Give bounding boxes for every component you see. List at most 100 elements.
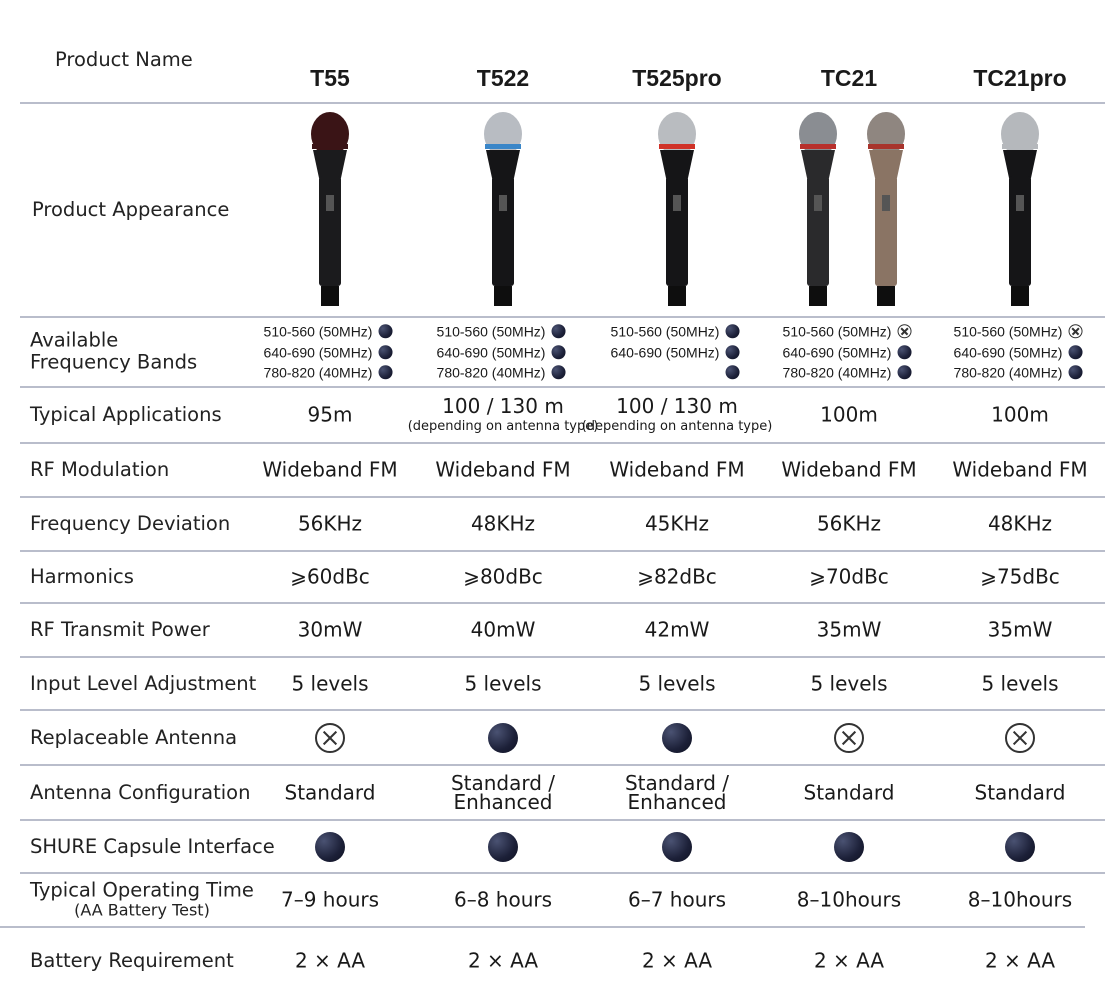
- frequency-band-list: 510-560 (50MHz) 640-690 (50MHz) 780-820 (4…: [264, 321, 393, 383]
- row-divider: [20, 764, 1105, 766]
- row-label: Product Appearance: [32, 197, 230, 221]
- value-cell-t55: Standard: [285, 782, 376, 803]
- row-label: Battery Requirement: [30, 949, 234, 972]
- value-text: ⩾80dBc: [463, 564, 543, 589]
- row-label-text: Typical Operating Time: [30, 878, 254, 902]
- supported-dot-icon: [488, 722, 518, 753]
- frequency-band-list: 510-560 (50MHz) 640-690 (50MHz): [611, 321, 740, 383]
- supported-dot-icon: [725, 324, 740, 339]
- value-cell-t55: 30mW: [298, 619, 363, 641]
- value-cell-t525pro: 2 × AA: [641, 948, 713, 973]
- product-name-t55: T55: [310, 64, 350, 91]
- not-supported-cross-icon: [1068, 324, 1083, 339]
- row-label: Antenna Configuration: [30, 781, 250, 803]
- value-cell-tc21: 56KHz: [816, 511, 882, 536]
- value-text: 2 × AA: [984, 948, 1056, 973]
- value-cell-t522: Wideband FM: [435, 459, 570, 481]
- value-text: 35mW: [987, 617, 1053, 642]
- row-antenna-configuration: Antenna Configuration Standard Standard / E…: [0, 765, 1117, 820]
- value-text: 2 × AA: [467, 948, 539, 973]
- value-cell-tc21pro: 5 levels: [981, 673, 1058, 694]
- frequency-band: 640-690 (50MHz): [954, 342, 1083, 363]
- value-text: 6–7 hours: [627, 887, 727, 912]
- value-cell-t525pro: 100 / 130 m (depending on antenna type): [582, 396, 773, 434]
- row-divider: [20, 102, 1105, 104]
- row-divider: [20, 386, 1105, 388]
- row-divider: [20, 442, 1105, 444]
- band-text: 510-560 (50MHz): [782, 323, 892, 340]
- value-cell-tc21pro: ⩾75dBc: [980, 566, 1060, 588]
- value-text: 95m: [307, 402, 353, 427]
- supported-dot-icon: [378, 345, 393, 359]
- value-cell-tc21pro: 35mW: [987, 617, 1053, 642]
- value-text: Standard: [803, 780, 895, 804]
- value-text: 56KHz: [816, 511, 882, 536]
- band-text: 640-690 (50MHz): [782, 343, 892, 360]
- frequency-band-list: 510-560 (50MHz) 640-690 (50MHz) 780-820 (4…: [437, 321, 566, 383]
- value-cell-tc21pro: 2 × AA: [984, 948, 1056, 973]
- row-label-text: Harmonics: [30, 564, 134, 588]
- value-text: 48KHz: [470, 511, 536, 536]
- row-replaceable-antenna: Replaceable Antenna: [0, 710, 1117, 765]
- frequency-band: 780-820 (40MHz): [437, 362, 566, 383]
- frequency-band-list: 510-560 (50MHz) 640-690 (50MHz) 780-820 (4…: [783, 321, 912, 383]
- microphone-image-tc21: [799, 112, 837, 306]
- value-text: 5 levels: [464, 671, 542, 695]
- frequency-band: 780-820 (40MHz): [783, 362, 912, 383]
- product-name-tc21pro: TC21pro: [973, 64, 1067, 91]
- band-text: 640-690 (50MHz): [953, 343, 1063, 360]
- not-supported-cross-icon: [315, 722, 345, 753]
- value-cell-tc21: 35mW: [817, 619, 882, 641]
- value-cell-tc21: ⩾70dBc: [809, 566, 889, 588]
- value-text: 5 levels: [638, 671, 716, 695]
- value-cell-t55: ⩾60dBc: [290, 566, 370, 588]
- supported-dot-icon: [725, 365, 740, 380]
- value-text: 2 × AA: [294, 948, 366, 973]
- value-text: 2 × AA: [641, 948, 713, 973]
- value-cell-tc21: 100m: [820, 404, 878, 426]
- row-label: Harmonics: [30, 564, 134, 588]
- frequency-band: 640-690 (50MHz): [611, 342, 740, 363]
- value-text: 5 levels: [981, 671, 1059, 695]
- row-label: Typical Operating Time (AA Battery Test): [30, 878, 254, 921]
- frequency-band: 510-560 (50MHz): [437, 321, 566, 342]
- value-text: Wideband FM: [952, 457, 1088, 482]
- row-rf-transmit-power: RF Transmit Power 30mW 40mW 42mW 35mW 35mW: [0, 603, 1117, 657]
- microphone-image-t55: [311, 112, 349, 306]
- product-name-t525pro: T525pro: [632, 64, 722, 91]
- band-text: 640-690 (50MHz): [263, 343, 373, 360]
- supported-dot-icon: [725, 345, 740, 359]
- row-divider: [20, 550, 1105, 552]
- value-text: 5 levels: [291, 671, 369, 695]
- value-text: 7–9 hours: [280, 887, 380, 912]
- frequency-band: 780-820 (40MHz): [264, 362, 393, 383]
- frequency-band: 780-820 (40MHz): [954, 362, 1083, 383]
- supported-dot-icon: [551, 365, 566, 380]
- row-divider: [20, 819, 1105, 821]
- value-cell-t55: Wideband FM: [262, 459, 397, 481]
- row-harmonics: Harmonics ⩾60dBc ⩾80dBc ⩾82dBc ⩾70dBc ⩾75dBc: [0, 551, 1117, 603]
- value-cell-t55: [315, 722, 345, 753]
- value-text: Wideband FM: [609, 457, 745, 482]
- row-label: Replaceable Antenna: [30, 726, 237, 748]
- microphone-image-tc21: [867, 112, 905, 306]
- microphone-image-tc21pro: [1001, 112, 1039, 306]
- row-label: RF Modulation: [30, 458, 169, 481]
- row-divider: [20, 602, 1105, 604]
- band-text: 510-560 (50MHz): [610, 323, 720, 340]
- value-text: 8–10hours: [796, 887, 902, 912]
- supported-dot-icon: [551, 324, 566, 339]
- product-name-t522: T522: [476, 64, 530, 91]
- row-label-text: RF Transmit Power: [30, 617, 210, 641]
- frequency-bands-row: Available Frequency Bands 510-560 (50MHz)…: [0, 317, 1117, 387]
- frequency-band: [611, 362, 740, 383]
- value-text: 56KHz: [297, 511, 363, 536]
- value-text: 40mW: [470, 617, 536, 642]
- header-row: Product Name T55 T522 T525pro TC21 TC21pro: [0, 0, 1117, 103]
- supported-dot-icon: [1005, 831, 1035, 862]
- band-text: 510-560 (50MHz): [263, 323, 373, 340]
- row-label-text: Typical Applications: [30, 402, 222, 426]
- value-cell-t525pro: 5 levels: [638, 673, 715, 694]
- value-cell-tc21: Standard: [804, 782, 895, 803]
- supported-dot-icon: [897, 365, 912, 380]
